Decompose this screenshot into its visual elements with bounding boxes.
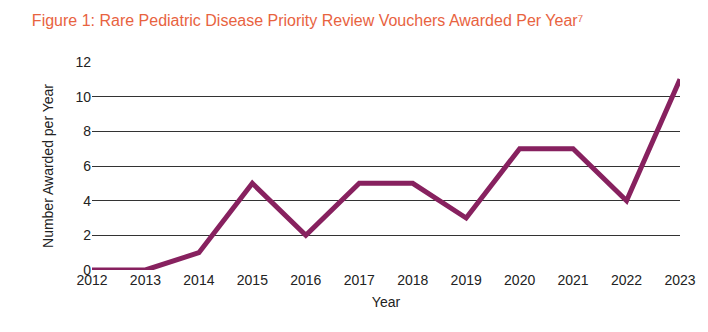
svg-text:2016: 2016 xyxy=(290,272,321,288)
svg-text:2019: 2019 xyxy=(451,272,482,288)
svg-text:Figure 1: Rare Pediatric Disea: Figure 1: Rare Pediatric Disease Priorit… xyxy=(32,12,584,29)
svg-text:2023: 2023 xyxy=(664,272,695,288)
svg-text:6: 6 xyxy=(83,158,91,174)
svg-text:0: 0 xyxy=(83,262,91,278)
svg-text:Year: Year xyxy=(372,294,401,310)
svg-text:2013: 2013 xyxy=(130,272,161,288)
svg-text:2020: 2020 xyxy=(504,272,535,288)
svg-text:2022: 2022 xyxy=(611,272,642,288)
svg-text:2015: 2015 xyxy=(237,272,268,288)
svg-text:2021: 2021 xyxy=(558,272,589,288)
svg-text:2014: 2014 xyxy=(183,272,214,288)
svg-text:12: 12 xyxy=(75,54,91,70)
svg-text:2018: 2018 xyxy=(397,272,428,288)
svg-text:2012: 2012 xyxy=(76,272,107,288)
svg-text:2: 2 xyxy=(83,227,91,243)
svg-text:4: 4 xyxy=(83,193,91,209)
svg-text:8: 8 xyxy=(83,123,91,139)
svg-text:10: 10 xyxy=(75,89,91,105)
svg-text:2017: 2017 xyxy=(344,272,375,288)
svg-text:Number Awarded per Year: Number Awarded per Year xyxy=(40,84,56,248)
